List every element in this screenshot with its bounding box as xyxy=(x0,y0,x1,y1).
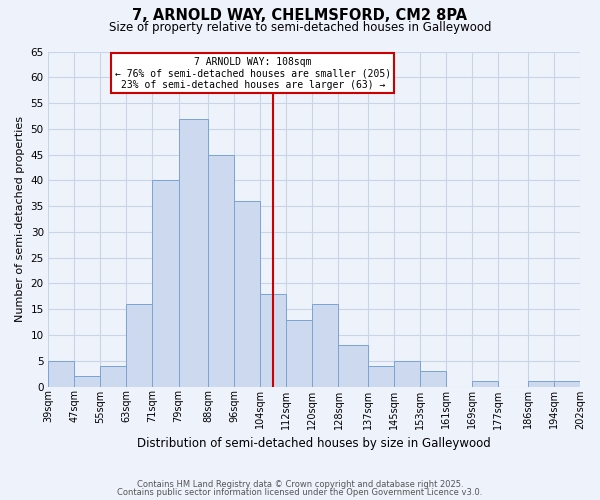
Bar xyxy=(179,118,208,386)
X-axis label: Distribution of semi-detached houses by size in Galleywood: Distribution of semi-detached houses by … xyxy=(137,437,491,450)
Text: 7 ARNOLD WAY: 108sqm
← 76% of semi-detached houses are smaller (205)
23% of semi: 7 ARNOLD WAY: 108sqm ← 76% of semi-detac… xyxy=(115,56,391,90)
Text: Size of property relative to semi-detached houses in Galleywood: Size of property relative to semi-detach… xyxy=(109,21,491,34)
Bar xyxy=(394,360,420,386)
Bar xyxy=(286,320,313,386)
Bar xyxy=(152,180,179,386)
Bar xyxy=(554,382,580,386)
Bar xyxy=(368,366,394,386)
Bar xyxy=(234,201,260,386)
Bar xyxy=(74,376,100,386)
Y-axis label: Number of semi-detached properties: Number of semi-detached properties xyxy=(15,116,25,322)
Text: Contains HM Land Registry data © Crown copyright and database right 2025.: Contains HM Land Registry data © Crown c… xyxy=(137,480,463,489)
Bar xyxy=(260,294,286,386)
Bar xyxy=(313,304,338,386)
Bar xyxy=(208,154,234,386)
Bar xyxy=(338,346,368,387)
Bar xyxy=(420,371,446,386)
Bar xyxy=(48,360,74,386)
Bar xyxy=(100,366,127,386)
Text: 7, ARNOLD WAY, CHELMSFORD, CM2 8PA: 7, ARNOLD WAY, CHELMSFORD, CM2 8PA xyxy=(133,8,467,22)
Bar xyxy=(472,382,499,386)
Text: Contains public sector information licensed under the Open Government Licence v3: Contains public sector information licen… xyxy=(118,488,482,497)
Bar xyxy=(127,304,152,386)
Bar xyxy=(528,382,554,386)
